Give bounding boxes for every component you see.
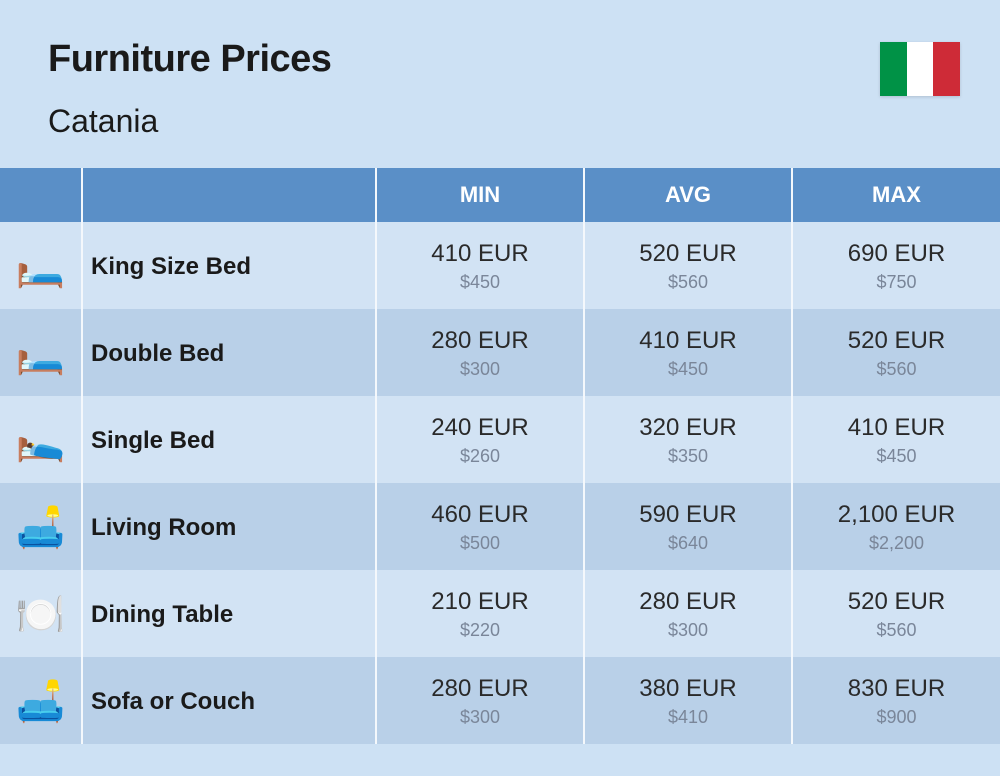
avg-eur: 320 EUR: [585, 414, 791, 442]
max-usd: $450: [793, 446, 1000, 467]
table-header-row: MIN AVG MAX: [0, 168, 1000, 222]
min-eur: 410 EUR: [377, 240, 583, 268]
max-usd: $2,200: [793, 533, 1000, 554]
avg-usd: $560: [585, 272, 791, 293]
avg-eur: 520 EUR: [585, 240, 791, 268]
header: Furniture Prices Catania: [0, 0, 1000, 168]
min-usd: $220: [377, 620, 583, 641]
min-cell: 410 EUR $450: [376, 222, 584, 309]
min-usd: $300: [377, 359, 583, 380]
min-cell: 460 EUR $500: [376, 483, 584, 570]
table-row: 🛏️Double Bed280 EUR $300410 EUR $450520 EU…: [0, 309, 1000, 396]
avg-cell: 320 EUR $350: [584, 396, 792, 483]
item-name: Living Room: [82, 483, 376, 570]
dining-table-icon: 🍽️: [0, 570, 82, 657]
max-cell: 690 EUR $750: [792, 222, 1000, 309]
col-header-max: MAX: [792, 168, 1000, 222]
item-name: King Size Bed: [82, 222, 376, 309]
table-row: 🛋️Living Room460 EUR $500590 EUR $6402,100…: [0, 483, 1000, 570]
avg-eur: 590 EUR: [585, 501, 791, 529]
flag-stripe-red: [933, 42, 960, 96]
page-subtitle: Catania: [48, 103, 952, 140]
max-cell: 410 EUR $450: [792, 396, 1000, 483]
max-cell: 830 EUR $900: [792, 657, 1000, 744]
min-usd: $300: [377, 707, 583, 728]
avg-cell: 410 EUR $450: [584, 309, 792, 396]
item-name: Single Bed: [82, 396, 376, 483]
min-eur: 210 EUR: [377, 588, 583, 616]
min-cell: 280 EUR $300: [376, 309, 584, 396]
max-cell: 520 EUR $560: [792, 309, 1000, 396]
min-usd: $500: [377, 533, 583, 554]
col-header-min: MIN: [376, 168, 584, 222]
max-usd: $560: [793, 620, 1000, 641]
max-eur: 2,100 EUR: [793, 501, 1000, 529]
item-name: Double Bed: [82, 309, 376, 396]
min-usd: $260: [377, 446, 583, 467]
max-eur: 410 EUR: [793, 414, 1000, 442]
min-eur: 280 EUR: [377, 675, 583, 703]
avg-usd: $640: [585, 533, 791, 554]
avg-eur: 380 EUR: [585, 675, 791, 703]
sofa-icon: 🛋️: [0, 657, 82, 744]
flag-stripe-white: [907, 42, 934, 96]
max-usd: $900: [793, 707, 1000, 728]
max-eur: 830 EUR: [793, 675, 1000, 703]
avg-eur: 280 EUR: [585, 588, 791, 616]
min-eur: 280 EUR: [377, 327, 583, 355]
table-row: 🛏️King Size Bed410 EUR $450520 EUR $560690…: [0, 222, 1000, 309]
page-title: Furniture Prices: [48, 38, 952, 81]
max-cell: 2,100 EUR $2,200: [792, 483, 1000, 570]
italy-flag-icon: [880, 42, 960, 96]
min-eur: 460 EUR: [377, 501, 583, 529]
max-eur: 520 EUR: [793, 327, 1000, 355]
item-name: Sofa or Couch: [82, 657, 376, 744]
avg-usd: $300: [585, 620, 791, 641]
max-eur: 690 EUR: [793, 240, 1000, 268]
king-bed-icon: 🛏️: [0, 222, 82, 309]
min-usd: $450: [377, 272, 583, 293]
avg-cell: 380 EUR $410: [584, 657, 792, 744]
col-header-avg: AVG: [584, 168, 792, 222]
table-row: 🛌Single Bed240 EUR $260320 EUR $350410 EUR…: [0, 396, 1000, 483]
avg-cell: 520 EUR $560: [584, 222, 792, 309]
col-header-name: [82, 168, 376, 222]
avg-usd: $350: [585, 446, 791, 467]
avg-usd: $450: [585, 359, 791, 380]
max-eur: 520 EUR: [793, 588, 1000, 616]
living-room-icon: 🛋️: [0, 483, 82, 570]
max-usd: $560: [793, 359, 1000, 380]
price-table: MIN AVG MAX 🛏️King Size Bed410 EUR$45052…: [0, 168, 1000, 744]
table-row: 🍽️Dining Table210 EUR $220280 EUR $300520 …: [0, 570, 1000, 657]
min-cell: 210 EUR $220: [376, 570, 584, 657]
table-row: 🛋️Sofa or Couch280 EUR $300380 EUR $410830…: [0, 657, 1000, 744]
min-cell: 280 EUR $300: [376, 657, 584, 744]
min-cell: 240 EUR $260: [376, 396, 584, 483]
item-name: Dining Table: [82, 570, 376, 657]
col-header-icon: [0, 168, 82, 222]
avg-usd: $410: [585, 707, 791, 728]
avg-cell: 590 EUR $640: [584, 483, 792, 570]
single-bed-icon: 🛌: [0, 396, 82, 483]
min-eur: 240 EUR: [377, 414, 583, 442]
max-cell: 520 EUR $560: [792, 570, 1000, 657]
double-bed-icon: 🛏️: [0, 309, 82, 396]
avg-cell: 280 EUR $300: [584, 570, 792, 657]
avg-eur: 410 EUR: [585, 327, 791, 355]
flag-stripe-green: [880, 42, 907, 96]
max-usd: $750: [793, 272, 1000, 293]
